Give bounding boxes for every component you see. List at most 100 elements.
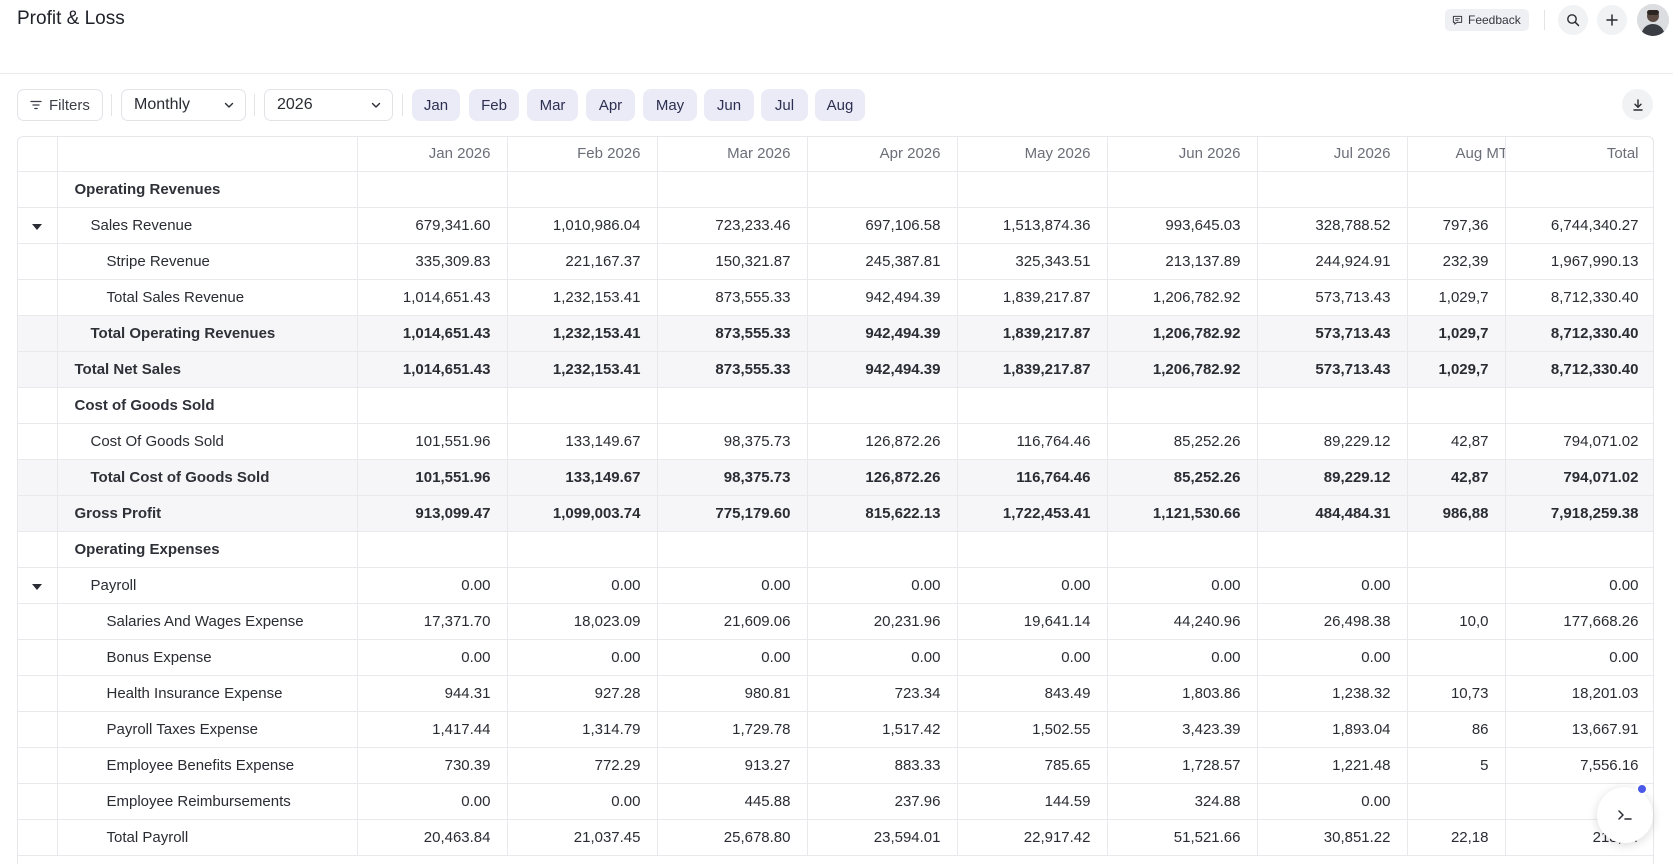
value-cell: 98,375.73 bbox=[657, 423, 808, 460]
table-row[interactable]: Total Cost of Goods Sold 101,551.96 133,14… bbox=[18, 459, 1653, 496]
value-cell: 22,917.42 bbox=[957, 819, 1108, 856]
value-cell bbox=[1107, 387, 1258, 424]
value-cell bbox=[1407, 171, 1506, 208]
value-cell: 116,764.46 bbox=[957, 459, 1108, 496]
value-cell: 1,029,7 bbox=[1407, 351, 1506, 388]
column-header[interactable]: Mar 2026 bbox=[657, 137, 808, 172]
plus-icon bbox=[1606, 14, 1618, 26]
value-cell bbox=[807, 531, 958, 568]
column-header[interactable]: Jul 2026 bbox=[1257, 137, 1408, 172]
table-row[interactable]: Cost Of Goods Sold 101,551.96 133,149.67 98… bbox=[18, 423, 1653, 460]
value-cell: 101,551.96 bbox=[357, 423, 508, 460]
value-cell: 445.88 bbox=[657, 783, 808, 820]
row-label: Cost Of Goods Sold bbox=[57, 423, 358, 460]
search-button[interactable] bbox=[1558, 5, 1588, 35]
value-cell: 942,494.39 bbox=[807, 279, 958, 316]
filters-button[interactable]: Filters bbox=[17, 89, 103, 121]
total-column-header[interactable]: Total bbox=[1504, 137, 1653, 172]
value-cell bbox=[957, 387, 1108, 424]
value-cell: 0.00 bbox=[507, 567, 658, 604]
column-header[interactable]: May 2026 bbox=[957, 137, 1108, 172]
console-button[interactable] bbox=[1597, 787, 1653, 843]
value-cell: 85,252.26 bbox=[1107, 459, 1258, 496]
value-cell: 1,014,651.43 bbox=[357, 279, 508, 316]
table-row[interactable]: Total Net Sales 1,014,651.43 1,232,153.41 8… bbox=[18, 351, 1653, 388]
value-cell: 20,231.96 bbox=[807, 603, 958, 640]
notification-dot bbox=[1636, 783, 1648, 795]
value-cell bbox=[507, 387, 658, 424]
row-label: Total Net Sales bbox=[57, 351, 358, 388]
month-chip-may[interactable]: May bbox=[643, 89, 697, 121]
table-row[interactable]: Salaries And Wages Expense 17,371.70 18,02… bbox=[18, 603, 1653, 640]
value-cell: 42,87 bbox=[1407, 459, 1506, 496]
value-cell: 221,167.37 bbox=[507, 243, 658, 280]
avatar[interactable] bbox=[1637, 4, 1669, 36]
table-row[interactable]: Total Sales Revenue 1,014,651.43 1,232,153… bbox=[18, 279, 1653, 316]
value-cell: 843.49 bbox=[957, 675, 1108, 712]
value-cell: 1,206,782.92 bbox=[1107, 315, 1258, 352]
table-row[interactable]: Stripe Revenue 335,309.83 221,167.37 150,32… bbox=[18, 243, 1653, 280]
value-cell: 815,622.13 bbox=[807, 495, 958, 532]
value-cell: 1,232,153.41 bbox=[507, 279, 658, 316]
month-chip-jan[interactable]: Jan bbox=[412, 89, 460, 121]
row-toggle-cell[interactable] bbox=[18, 207, 58, 244]
row-total-cell: 7,556.16 bbox=[1504, 747, 1653, 784]
table-row[interactable]: Sales Revenue 679,341.60 1,010,986.04 723,2… bbox=[18, 207, 1653, 244]
value-cell: 723.34 bbox=[807, 675, 958, 712]
month-chip-jul[interactable]: Jul bbox=[761, 89, 808, 121]
terminal-icon bbox=[1618, 810, 1632, 820]
value-cell bbox=[657, 531, 808, 568]
month-chip-feb[interactable]: Feb bbox=[469, 89, 519, 121]
table-row[interactable]: Total Payroll 20,463.84 21,037.45 25,678.80… bbox=[18, 819, 1653, 856]
column-header[interactable]: Feb 2026 bbox=[507, 137, 658, 172]
table-row[interactable]: Payroll Taxes Expense 1,417.44 1,314.79 1,7… bbox=[18, 711, 1653, 748]
value-cell: 133,149.67 bbox=[507, 423, 658, 460]
table-row[interactable]: Operating Revenues bbox=[18, 171, 1653, 208]
month-chip-aug[interactable]: Aug bbox=[815, 89, 865, 121]
table-row[interactable]: Health Insurance Expense 944.31 927.28 980.… bbox=[18, 675, 1653, 712]
row-toggle-cell bbox=[18, 279, 58, 316]
table-row[interactable]: Employee Reimbursements 0.00 0.00 445.88 237… bbox=[18, 783, 1653, 820]
feedback-button[interactable]: Feedback bbox=[1445, 9, 1529, 31]
row-toggle-cell[interactable] bbox=[18, 567, 58, 604]
table-row[interactable]: Operating Expenses bbox=[18, 531, 1653, 568]
row-total-cell: 177,668.26 bbox=[1504, 603, 1653, 640]
value-cell: 51,521.66 bbox=[1107, 819, 1258, 856]
table-row[interactable]: Total Operating Revenues 1,014,651.43 1,23… bbox=[18, 315, 1653, 352]
toolbar-divider bbox=[254, 94, 255, 116]
table-row[interactable]: Payroll 0.00 0.00 0.00 0.00 0.00 0.00 0.00 0.00 bbox=[18, 567, 1653, 604]
caret-down-icon[interactable] bbox=[32, 223, 43, 230]
value-cell: 1,502.55 bbox=[957, 711, 1108, 748]
download-button[interactable] bbox=[1622, 89, 1653, 120]
table-row[interactable]: Gross Profit 913,099.47 1,099,003.74 775,17… bbox=[18, 495, 1653, 532]
caret-down-icon[interactable] bbox=[32, 583, 43, 590]
row-toggle-cell bbox=[18, 603, 58, 640]
page-header: Profit & Loss Feedback bbox=[0, 0, 1673, 74]
value-cell: 697,106.58 bbox=[807, 207, 958, 244]
add-button[interactable] bbox=[1597, 5, 1627, 35]
table-header-row: Jan 2026 Feb 2026 Mar 2026 Apr 2026 May … bbox=[18, 137, 1653, 172]
row-total-cell bbox=[1504, 531, 1653, 568]
value-cell: 1,238.32 bbox=[1257, 675, 1408, 712]
column-header[interactable]: Jun 2026 bbox=[1107, 137, 1258, 172]
month-chip-apr[interactable]: Apr bbox=[586, 89, 635, 121]
column-header[interactable]: Jan 2026 bbox=[357, 137, 508, 172]
row-total-cell: 18,201.03 bbox=[1504, 675, 1653, 712]
toolbar: Filters Monthly 2026 Jan Feb Mar Apr May… bbox=[0, 88, 1673, 122]
value-cell: 944.31 bbox=[357, 675, 508, 712]
month-chip-jun[interactable]: Jun bbox=[704, 89, 754, 121]
value-cell: 89,229.12 bbox=[1257, 423, 1408, 460]
value-cell: 942,494.39 bbox=[807, 315, 958, 352]
column-header[interactable]: Apr 2026 bbox=[807, 137, 958, 172]
row-label: Gross Profit bbox=[57, 495, 358, 532]
value-cell: 1,839,217.87 bbox=[957, 351, 1108, 388]
period-select[interactable]: Monthly bbox=[121, 89, 246, 121]
column-header[interactable]: Aug MT bbox=[1407, 137, 1506, 172]
value-cell: 335,309.83 bbox=[357, 243, 508, 280]
row-toggle-cell bbox=[18, 243, 58, 280]
month-chip-mar[interactable]: Mar bbox=[527, 89, 578, 121]
table-row[interactable]: Cost of Goods Sold bbox=[18, 387, 1653, 424]
year-select[interactable]: 2026 bbox=[264, 89, 393, 121]
table-row[interactable]: Employee Benefits Expense 730.39 772.29 913… bbox=[18, 747, 1653, 784]
table-row[interactable]: Bonus Expense 0.00 0.00 0.00 0.00 0.00 0.00 0.0… bbox=[18, 639, 1653, 676]
